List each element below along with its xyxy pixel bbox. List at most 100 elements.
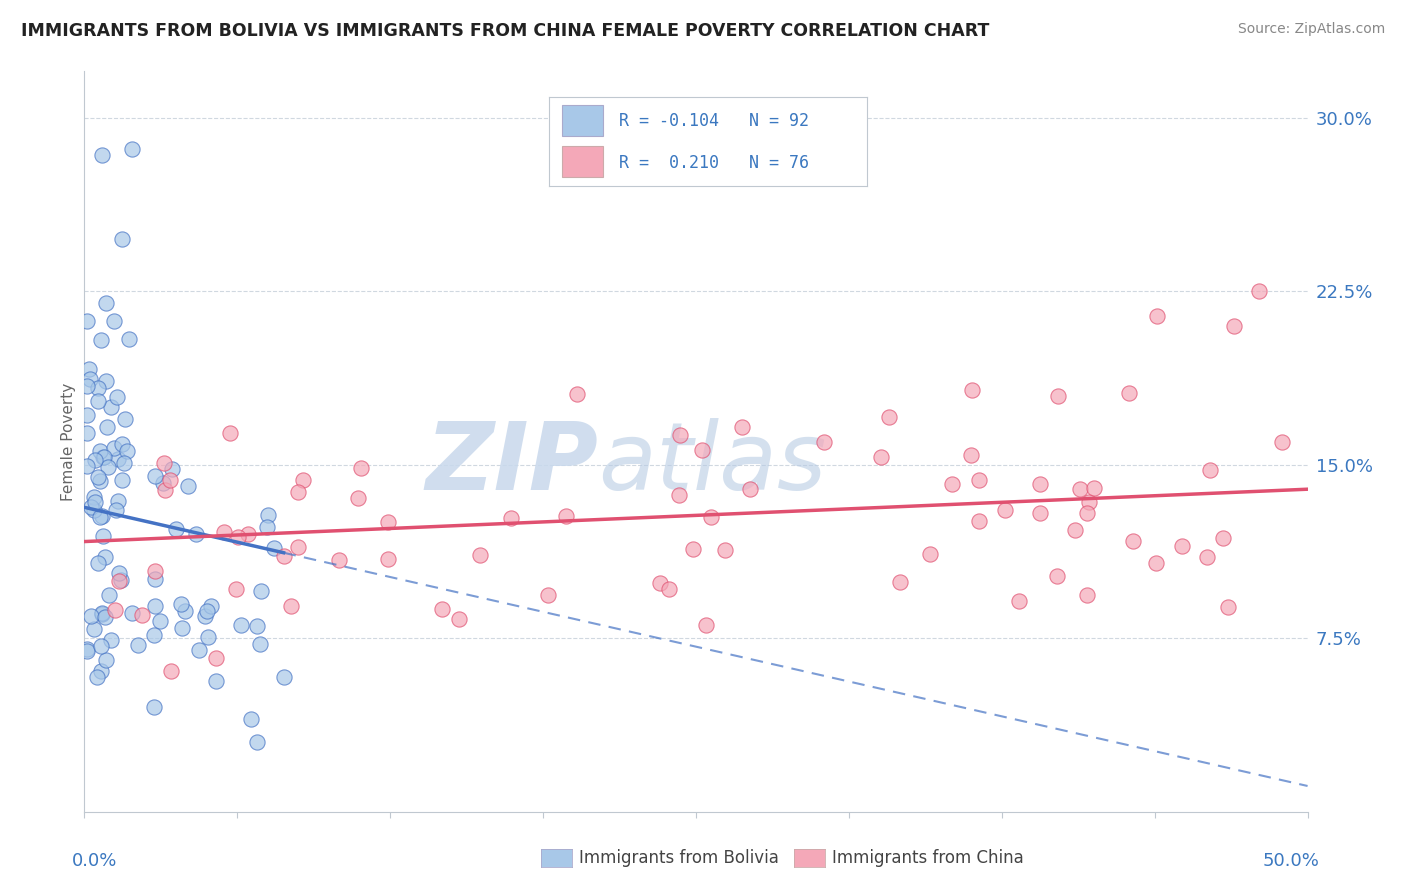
Point [111,473,134,487]
Point [83,622,105,636]
Point [1118,386,1140,401]
Point [877,409,900,424]
Point [188,643,211,657]
Point [105,390,128,404]
Point [1008,594,1031,608]
Point [273,670,295,684]
Point [346,491,368,505]
Point [86,670,108,684]
Point [159,473,181,487]
Text: 0.0%: 0.0% [72,853,118,871]
Point [960,383,983,397]
Text: Immigrants from China: Immigrants from China [832,849,1024,867]
Point [967,473,990,487]
Point [1077,495,1099,509]
Point [76,378,98,392]
Point [219,426,242,441]
Point [377,552,399,566]
Point [87,556,110,570]
Point [117,444,139,458]
Point [328,553,350,567]
Point [121,142,143,156]
Point [200,599,222,614]
Point [83,503,105,517]
Point [1195,549,1218,564]
Point [1146,310,1168,324]
Point [118,332,141,346]
Point [690,443,713,458]
Point [76,313,98,327]
Point [249,584,271,599]
Point [740,482,762,496]
Point [240,712,263,726]
Y-axis label: Female Poverty: Female Poverty [60,383,76,500]
Point [172,621,194,635]
Text: Source: ZipAtlas.com: Source: ZipAtlas.com [1237,22,1385,37]
Point [90,148,112,162]
Point [257,508,280,523]
Point [377,515,399,529]
Point [76,408,98,422]
Point [80,608,103,623]
Point [107,494,129,508]
Text: ZIP: ZIP [425,417,598,509]
Point [501,511,523,525]
Text: 50.0%: 50.0% [1263,853,1320,871]
Point [91,450,114,464]
Point [76,641,98,656]
Point [918,547,941,561]
Point [246,619,269,633]
Point [104,602,127,616]
Point [170,597,193,611]
Point [91,607,114,621]
Point [1046,389,1069,403]
Point [90,333,112,347]
Point [1083,481,1105,495]
Point [430,602,453,616]
Point [1029,506,1052,520]
Point [713,542,735,557]
Point [682,542,704,557]
Point [813,434,835,449]
Point [731,420,754,434]
Point [110,573,132,587]
Point [236,527,259,541]
Point [76,644,98,658]
Point [89,510,111,524]
Point [79,372,101,386]
Point [565,387,588,401]
Point [96,420,118,434]
Point [249,637,271,651]
Point [111,231,134,245]
Point [177,478,200,492]
Point [149,615,172,629]
Point [76,458,98,473]
Point [699,510,721,524]
Point [941,477,963,491]
Point [292,473,315,487]
Point [245,735,267,749]
Point [1212,532,1234,546]
Point [695,618,717,632]
Point [107,451,129,466]
Point [195,604,218,618]
Point [84,494,107,508]
Point [90,664,112,678]
Point [127,638,149,652]
Point [100,400,122,414]
Point [212,524,235,539]
Point [87,470,110,484]
Point [152,475,174,490]
Point [87,380,110,394]
Point [959,448,981,462]
Point [89,474,111,488]
Point [1069,482,1091,496]
Point [263,541,285,556]
Point [108,574,131,589]
Point [87,394,110,409]
Point [229,618,252,632]
Text: IMMIGRANTS FROM BOLIVIA VS IMMIGRANTS FROM CHINA FEMALE POVERTY CORRELATION CHAR: IMMIGRANTS FROM BOLIVIA VS IMMIGRANTS FR… [21,22,990,40]
Point [159,664,181,678]
Point [121,607,143,621]
Point [112,457,135,471]
